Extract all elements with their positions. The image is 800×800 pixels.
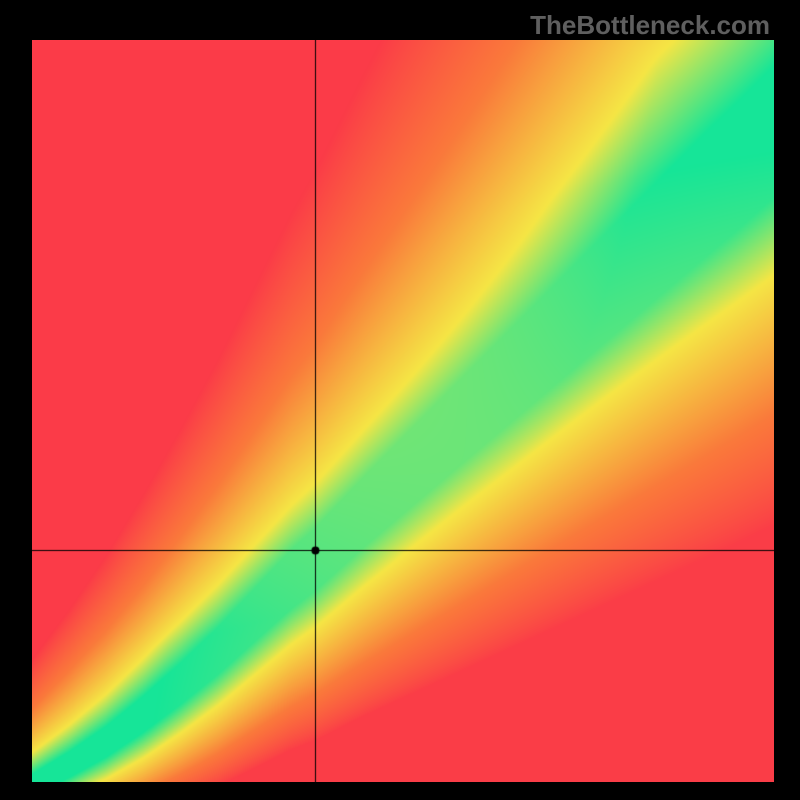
- watermark-text: TheBottleneck.com: [530, 10, 770, 41]
- bottleneck-heatmap: [32, 40, 774, 782]
- chart-container: TheBottleneck.com: [0, 0, 800, 800]
